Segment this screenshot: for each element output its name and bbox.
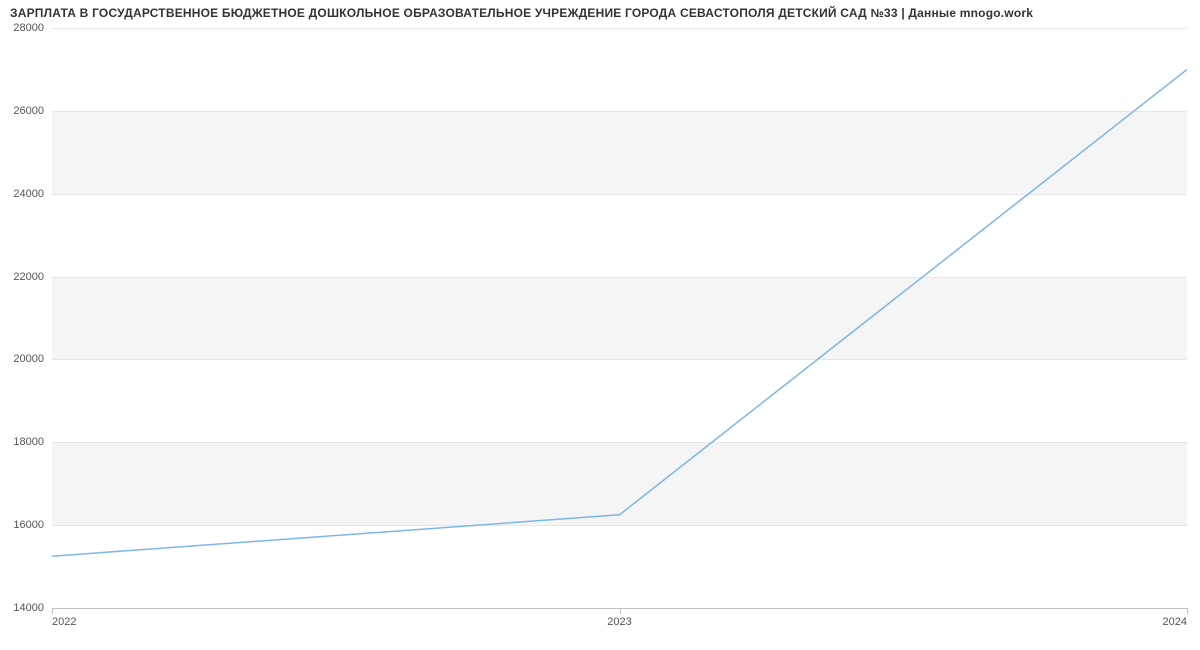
series-line-salary <box>52 69 1187 556</box>
x-tick-label: 2024 <box>1163 608 1187 628</box>
y-tick-label: 26000 <box>13 105 52 117</box>
y-tick-label: 18000 <box>13 436 52 448</box>
plot-area: 1400016000180002000022000240002600028000… <box>52 28 1187 608</box>
x-tick-mark <box>620 608 621 614</box>
x-tick-mark <box>52 608 53 614</box>
y-tick-label: 22000 <box>13 271 52 283</box>
series-layer <box>52 28 1187 608</box>
chart-container: ЗАРПЛАТА В ГОСУДАРСТВЕННОЕ БЮДЖЕТНОЕ ДОШ… <box>0 0 1200 650</box>
y-tick-label: 14000 <box>13 602 52 614</box>
chart-title: ЗАРПЛАТА В ГОСУДАРСТВЕННОЕ БЮДЖЕТНОЕ ДОШ… <box>10 6 1033 20</box>
y-tick-label: 20000 <box>13 353 52 365</box>
y-tick-label: 28000 <box>13 22 52 34</box>
y-tick-label: 16000 <box>13 519 52 531</box>
x-tick-mark <box>1187 608 1188 614</box>
y-tick-label: 24000 <box>13 188 52 200</box>
x-tick-label: 2022 <box>52 608 76 628</box>
